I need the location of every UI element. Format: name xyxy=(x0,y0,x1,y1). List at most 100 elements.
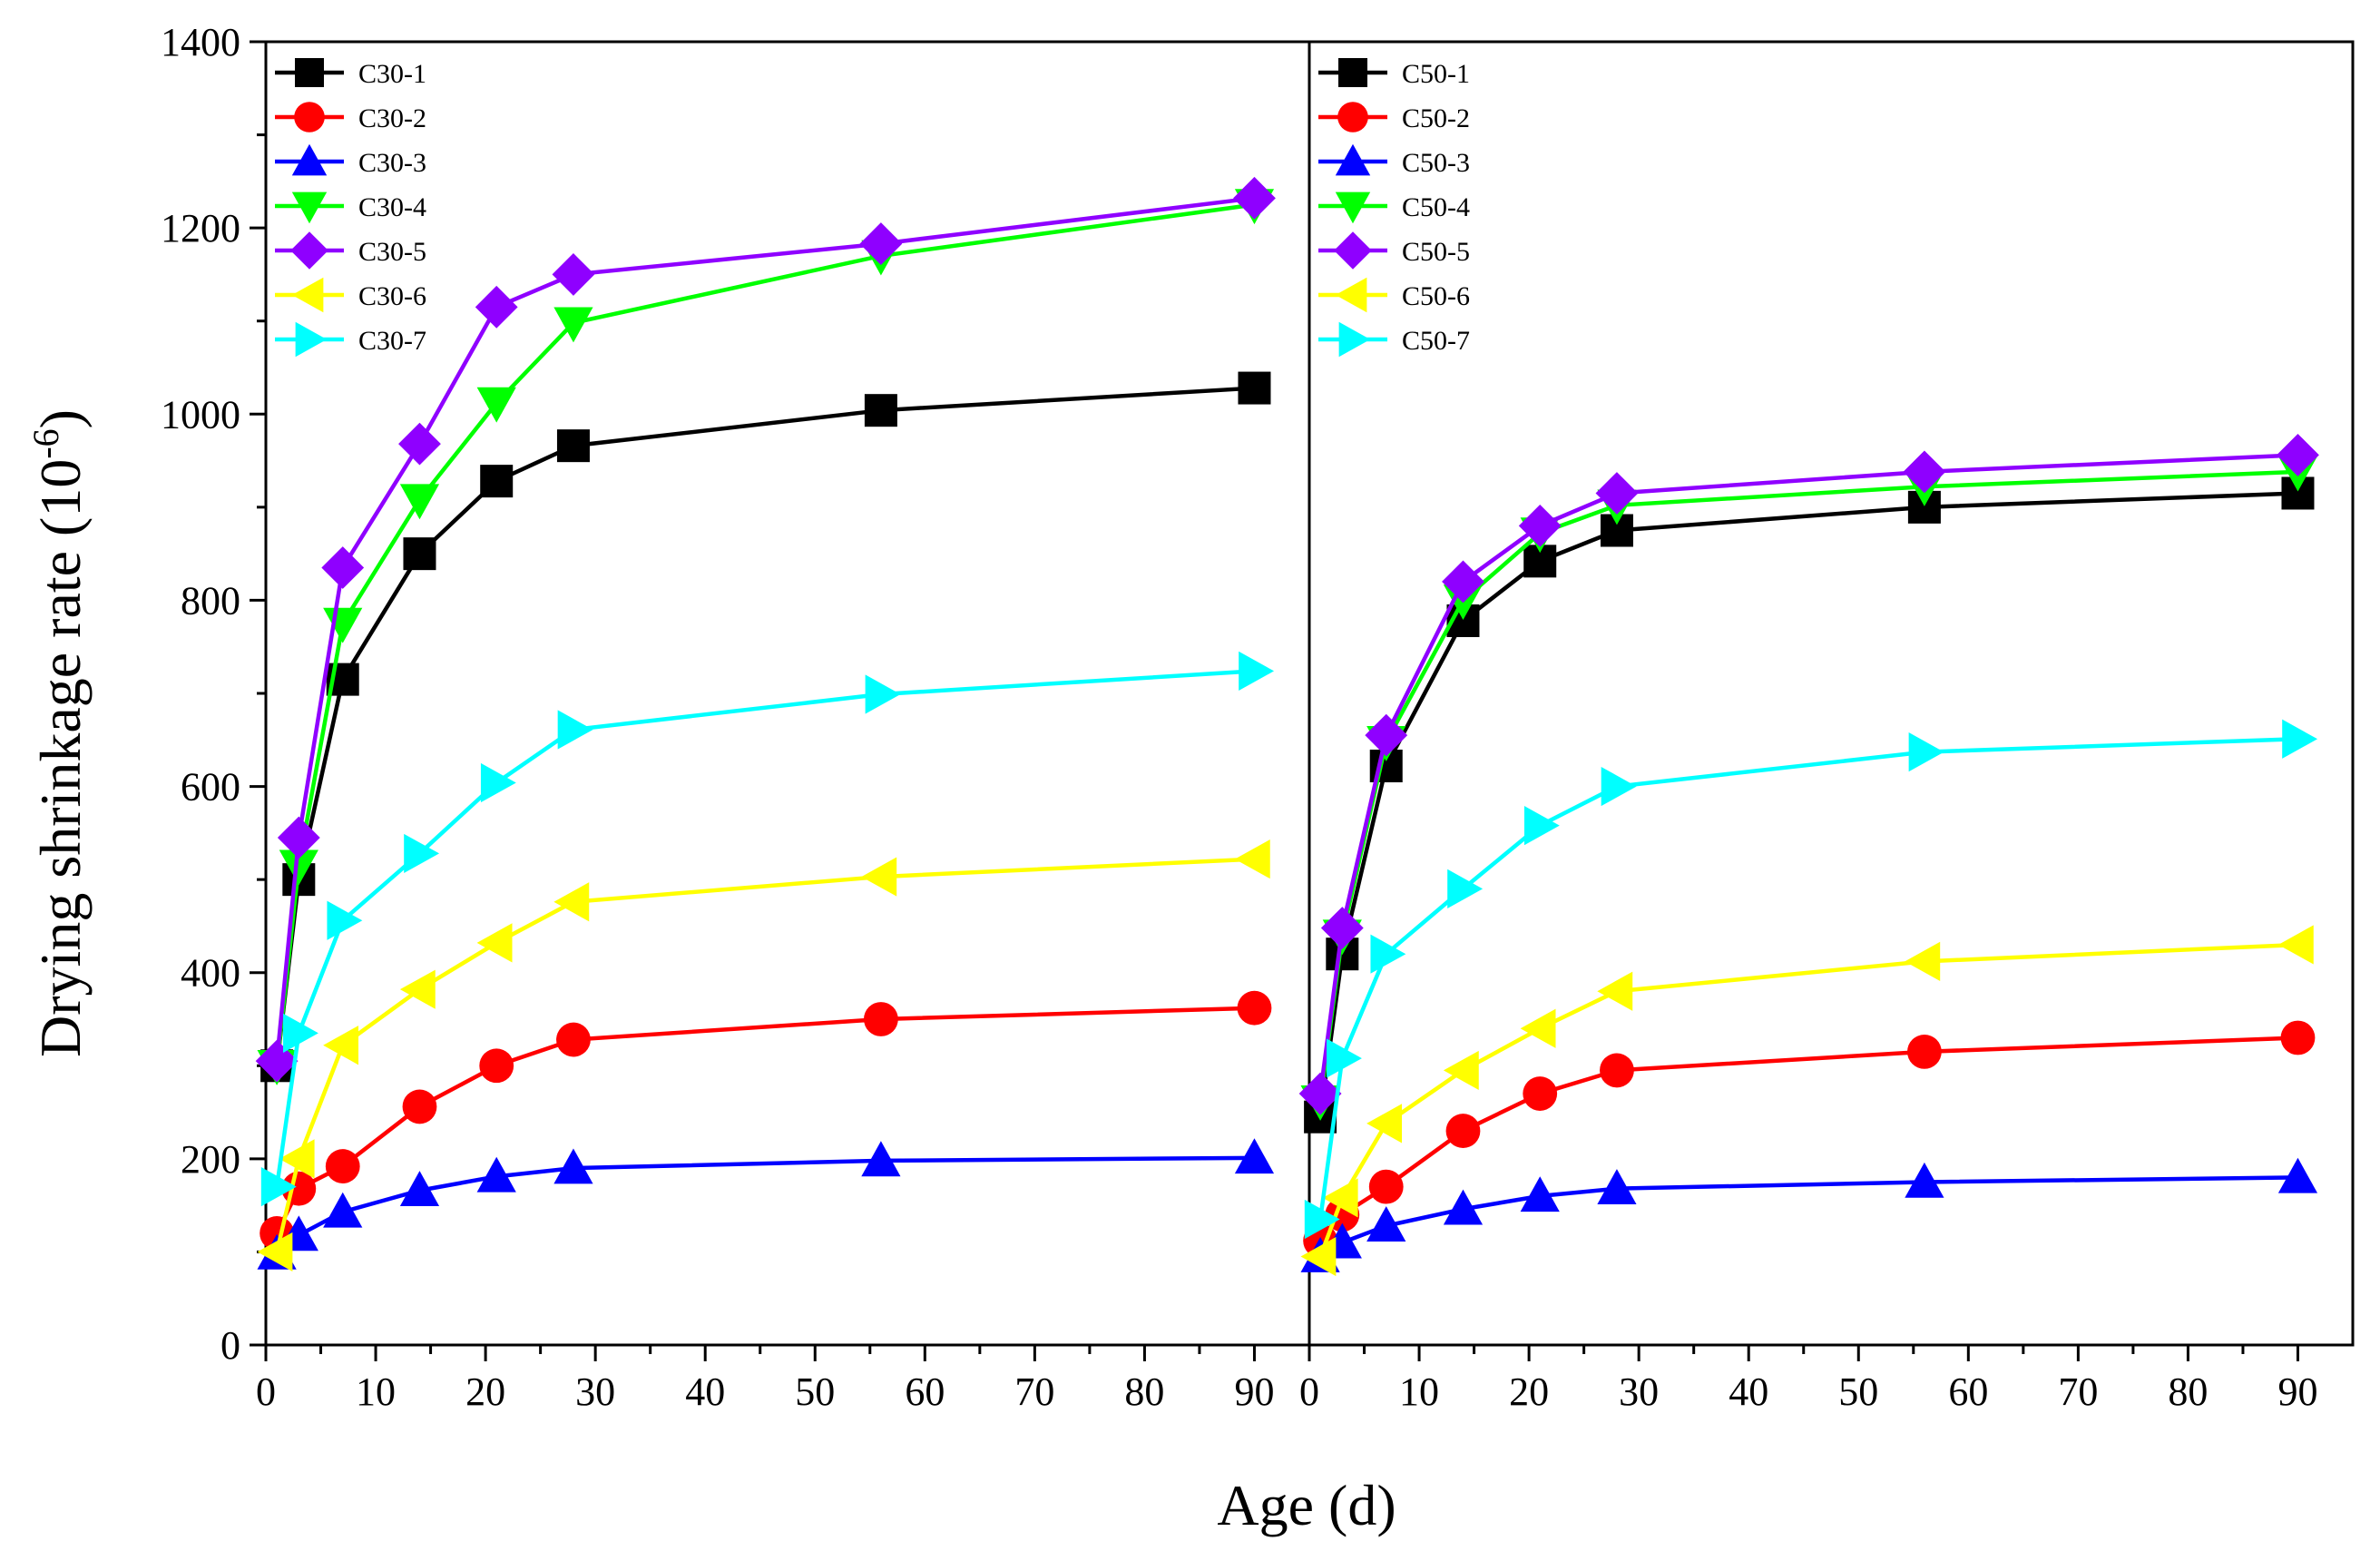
y-tick-label: 0 xyxy=(220,1323,240,1368)
point-C30-5 xyxy=(255,1039,299,1083)
legend-marker xyxy=(291,191,328,224)
point-C50-5 xyxy=(2277,434,2319,476)
legend-marker xyxy=(1337,102,1368,133)
panel-1-x-tick-label: 40 xyxy=(685,1369,725,1414)
series-C50-5 xyxy=(1298,434,2319,1115)
legend-label: C30-5 xyxy=(358,237,426,267)
series-C30-1 xyxy=(260,371,1271,1083)
point-C30-7 xyxy=(480,762,516,803)
panel-1-x-tick-label: 0 xyxy=(256,1369,276,1414)
legend-item-C50-7: C50-7 xyxy=(1318,321,1470,358)
y-tick-label: 800 xyxy=(181,578,240,623)
panel-2-x-tick-label: 90 xyxy=(2277,1369,2317,1414)
legend-marker xyxy=(295,321,328,358)
point-C30-1 xyxy=(556,429,590,463)
point-C30-1 xyxy=(864,394,897,427)
point-C30-6 xyxy=(323,1026,359,1065)
legend-item-C50-3: C50-3 xyxy=(1318,143,1470,178)
legend-marker xyxy=(1335,143,1371,176)
x-axis-title: Age (d) xyxy=(1217,1473,1396,1537)
legend-item-C30-3: C30-3 xyxy=(275,143,426,178)
point-C50-7 xyxy=(1447,869,1484,908)
point-C50-5 xyxy=(1595,472,1639,515)
point-C50-3 xyxy=(2277,1157,2318,1193)
y-tick-label: 400 xyxy=(181,951,240,996)
series-line-C50-7 xyxy=(1317,737,2298,1220)
panel-1-x-tick-label: 50 xyxy=(795,1369,835,1414)
point-C30-6 xyxy=(553,882,590,922)
legends: C30-1 C30-2 C30-3 C30-4 C30-5 C30-6 C30-7 C50-1… xyxy=(275,58,1470,358)
legend-item-C30-1: C30-1 xyxy=(275,58,426,89)
point-C50-2 xyxy=(1906,1035,1942,1069)
point-C50-7 xyxy=(1370,934,1406,974)
y-tick-label: 1200 xyxy=(161,206,240,250)
legend-marker xyxy=(1334,231,1372,270)
legend-label: C50-7 xyxy=(1402,326,1470,356)
point-C30-7 xyxy=(260,1167,297,1207)
legend-label: C50-6 xyxy=(1402,281,1470,311)
legend-label: C30-4 xyxy=(358,192,426,222)
point-C30-6 xyxy=(476,923,513,963)
legend-marker xyxy=(1335,191,1371,224)
panel-1-x-tick-label: 20 xyxy=(465,1369,505,1414)
point-C30-5 xyxy=(277,816,320,859)
point-C30-2 xyxy=(1237,990,1272,1026)
panel-2-frame xyxy=(1308,40,2355,1347)
y-tick-label: 1000 xyxy=(161,392,240,437)
series-C50-4 xyxy=(1300,456,2318,1121)
series-C50-7 xyxy=(1304,719,2318,1240)
legend-label: C50-4 xyxy=(1402,192,1470,222)
panel-1-x-tick-label: 60 xyxy=(905,1369,945,1414)
series-line-C50-5 xyxy=(1317,453,2298,1095)
point-C30-7 xyxy=(283,1013,318,1053)
legend-item-C30-6: C30-6 xyxy=(275,277,426,313)
point-C50-5 xyxy=(1298,1072,1342,1115)
point-C30-5 xyxy=(398,422,441,466)
series-layer xyxy=(255,176,2319,1277)
panel-2-x-tick-label: 0 xyxy=(1299,1369,1319,1414)
legend-marker xyxy=(1338,58,1367,87)
series-line-C30-7 xyxy=(274,669,1255,1187)
legend-label: C50-3 xyxy=(1402,148,1470,178)
legend-marker xyxy=(290,231,328,270)
point-C30-2 xyxy=(325,1149,360,1183)
point-C30-4 xyxy=(279,849,318,886)
legend-marker xyxy=(294,102,325,133)
legend-marker xyxy=(295,58,324,87)
panel-2-x-tick-label: 70 xyxy=(2058,1369,2098,1414)
point-C50-6 xyxy=(1520,1008,1556,1048)
legend-marker xyxy=(1335,277,1367,313)
legend-label: C50-5 xyxy=(1402,237,1470,267)
panel-2-x-tick-label: 50 xyxy=(1838,1369,1878,1414)
point-C30-6 xyxy=(257,1232,293,1272)
legend-item-C30-4: C30-4 xyxy=(275,191,426,224)
legend-item-C50-6: C50-6 xyxy=(1318,277,1470,313)
legend-marker xyxy=(1338,321,1371,358)
panel-2-x-tick-label: 10 xyxy=(1399,1369,1439,1414)
legend-item-C50-5: C50-5 xyxy=(1318,231,1470,270)
point-C30-5 xyxy=(321,546,365,589)
point-C50-6 xyxy=(2277,925,2314,965)
point-C30-3 xyxy=(553,1148,593,1184)
series-C30-7 xyxy=(260,651,1275,1207)
panel-1-x-tick-label: 80 xyxy=(1124,1369,1164,1414)
series-C30-2 xyxy=(260,990,1272,1251)
legend-label: C30-2 xyxy=(358,103,426,133)
panel-2-x-tick-label: 40 xyxy=(1729,1369,1768,1414)
point-C50-5 xyxy=(1320,907,1364,949)
legend-label: C30-7 xyxy=(358,326,426,356)
legend-item-C50-4: C50-4 xyxy=(1318,191,1470,224)
y-axis-title-close: ) xyxy=(28,409,93,428)
point-C50-7 xyxy=(1523,806,1560,846)
point-C30-3 xyxy=(476,1156,516,1193)
panel-1-x-tick-label: 70 xyxy=(1014,1369,1054,1414)
point-C30-4 xyxy=(323,607,363,643)
point-C50-6 xyxy=(1300,1236,1337,1277)
point-C30-7 xyxy=(557,710,593,750)
point-C30-7 xyxy=(404,833,440,874)
series-C30-3 xyxy=(257,1138,1275,1270)
point-C30-1 xyxy=(480,465,514,498)
panel-2-x-tick-label: 30 xyxy=(1619,1369,1659,1414)
point-C30-3 xyxy=(1234,1138,1275,1174)
